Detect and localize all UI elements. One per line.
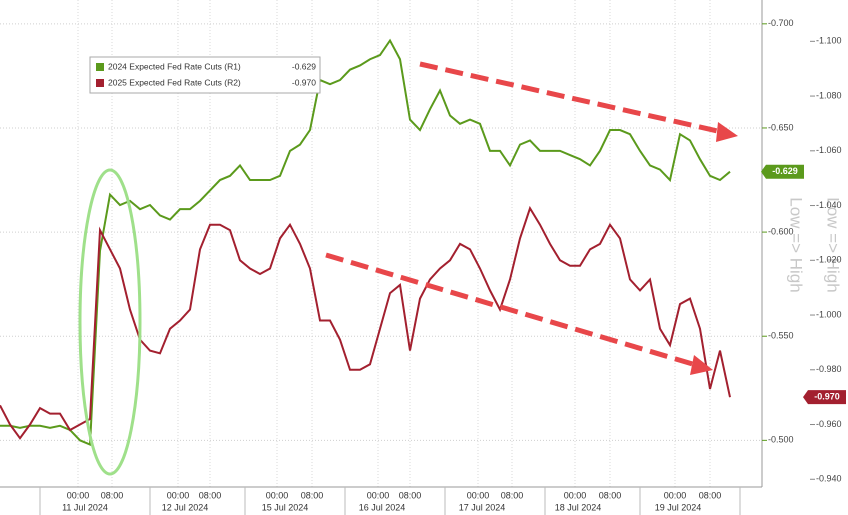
- x-tick-label: 08:00: [599, 490, 622, 500]
- day-label: 19 Jul 2024: [655, 502, 702, 512]
- day-label: 18 Jul 2024: [555, 502, 602, 512]
- annotation: Low => High: [824, 197, 843, 292]
- x-tick-label: 00:00: [266, 490, 289, 500]
- x-tick-label: 08:00: [301, 490, 324, 500]
- last-value-label: -0.970: [814, 392, 840, 402]
- x-tick-label: 08:00: [699, 490, 722, 500]
- legend-label: 2024 Expected Fed Rate Cuts (R1): [108, 61, 241, 71]
- y2-tick-label: -1.100: [816, 36, 842, 46]
- legend-value: -0.970: [292, 77, 316, 87]
- x-axis: [0, 486, 762, 515]
- grid: [0, 0, 762, 487]
- legend-swatch: [96, 79, 104, 87]
- plot: [0, 38, 731, 446]
- last-value-tag: [761, 164, 804, 179]
- day-label: 11 Jul 2024: [62, 502, 108, 512]
- day-label: 16 Jul 2024: [359, 502, 406, 512]
- x-tick-label: 00:00: [67, 490, 90, 500]
- y2-tick-label: -1.080: [816, 90, 842, 100]
- series-line: [0, 38, 731, 446]
- x-tick-label: 00:00: [664, 490, 687, 500]
- y-tick-label: -0.550: [768, 331, 794, 341]
- x-tick-label: 00:00: [564, 490, 587, 500]
- legend-box: [89, 56, 321, 94]
- day-label: 17 Jul 2024: [459, 502, 506, 512]
- legend-label: 2025 Expected Fed Rate Cuts (R2): [108, 77, 241, 87]
- series-line: [0, 205, 731, 440]
- x-tick-label: 00:00: [367, 490, 390, 500]
- legend-swatch: [96, 63, 104, 71]
- y-tick-label: -0.700: [768, 18, 794, 28]
- y-tick-label: -0.600: [768, 226, 794, 236]
- day-label: 15 Jul 2024: [262, 502, 309, 512]
- y2-tick-label: -1.040: [816, 200, 842, 210]
- y2-tick-label: -1.060: [816, 145, 842, 155]
- annotation: Low => High: [787, 197, 806, 292]
- x-tick-label: 08:00: [101, 490, 124, 500]
- legend-value: -0.629: [292, 61, 316, 71]
- last-value-tag: [803, 390, 846, 405]
- legend: 2024 Expected Fed Rate Cuts (R1) -0.629 20…: [89, 56, 321, 94]
- y2-tick-label: -0.960: [816, 419, 842, 429]
- arrowhead: [690, 355, 713, 375]
- y-tick-label: -0.500: [768, 435, 794, 445]
- x-tick-label: 08:00: [399, 490, 422, 500]
- highlight-ellipse: [78, 168, 142, 476]
- trend-arrow: [325, 252, 697, 368]
- x-tick-label: 08:00: [501, 490, 524, 500]
- arrowhead: [716, 122, 738, 142]
- x-tick-label: 08:00: [199, 490, 222, 500]
- last-value-label: -0.629: [772, 166, 798, 176]
- y-tick-label: -0.650: [768, 122, 794, 132]
- y2-tick-label: -1.000: [816, 309, 842, 319]
- day-label: 12 Jul 2024: [162, 502, 209, 512]
- x-tick-label: 00:00: [467, 490, 490, 500]
- y2-tick-label: -1.020: [816, 255, 842, 265]
- y2-tick-label: -0.940: [816, 474, 842, 484]
- y2-tick-label: -0.980: [816, 364, 842, 374]
- x-tick-label: 00:00: [167, 490, 190, 500]
